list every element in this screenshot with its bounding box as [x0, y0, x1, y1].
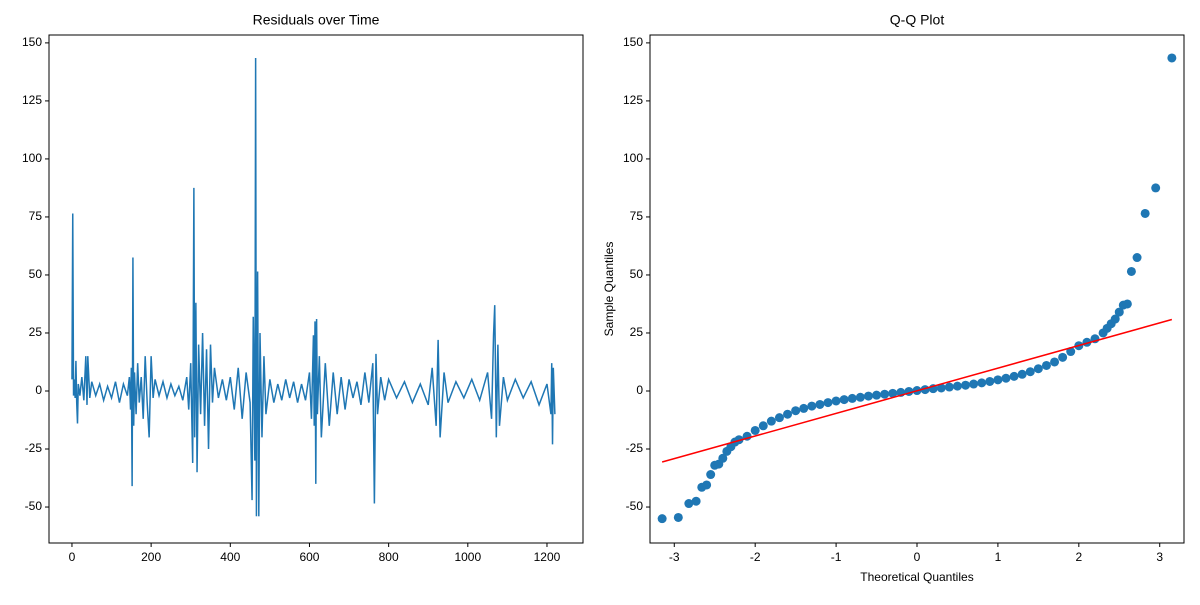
data-point	[750, 425, 760, 435]
y-tick-label: 100	[22, 151, 42, 165]
data-point	[1132, 253, 1142, 263]
data-point	[1122, 299, 1132, 309]
data-point	[799, 403, 809, 413]
x-tick-label: 400	[220, 550, 240, 564]
data-point	[774, 413, 784, 423]
data-line	[661, 318, 1173, 463]
y-tick-label: -25	[626, 441, 644, 455]
x-tick-label: -3	[669, 550, 680, 564]
data-point	[734, 435, 744, 445]
data-point	[807, 401, 817, 411]
data-point	[1025, 367, 1035, 377]
data-point	[936, 383, 946, 393]
data-point	[691, 496, 701, 506]
y-tick-label: 50	[630, 267, 644, 281]
data-point	[961, 380, 971, 390]
data-point	[1126, 266, 1136, 276]
x-tick-label: 0	[914, 550, 921, 564]
x-tick-label: 3	[1156, 550, 1163, 564]
y-tick-label: 50	[29, 267, 43, 281]
data-point	[1058, 352, 1068, 362]
data-point	[1151, 183, 1161, 193]
data-point	[863, 391, 873, 401]
data-point	[1001, 373, 1011, 383]
x-tick-label: 0	[69, 550, 76, 564]
data-point	[815, 399, 825, 409]
data-point	[977, 378, 987, 388]
data-point	[1167, 53, 1177, 63]
data-point	[702, 480, 712, 490]
data-point	[944, 382, 954, 392]
y-tick-label: 0	[636, 383, 643, 397]
data-point	[888, 388, 898, 398]
data-point	[839, 395, 849, 405]
chart-title: Residuals over Time	[253, 12, 380, 28]
y-tick-label: 0	[35, 383, 42, 397]
data-point	[880, 389, 890, 399]
data-point	[985, 376, 995, 386]
data-point	[718, 453, 728, 463]
data-point	[1041, 360, 1051, 370]
data-point	[1140, 208, 1150, 218]
x-tick-label: 1200	[534, 550, 561, 564]
data-point	[1009, 371, 1019, 381]
y-tick-label: -25	[25, 441, 43, 455]
data-point	[1050, 357, 1060, 367]
data-point	[855, 392, 865, 402]
y-axis-label: Sample Quantiles	[602, 242, 616, 337]
y-tick-label: 75	[29, 209, 43, 223]
x-tick-label: -1	[831, 550, 842, 564]
x-axis-label: Theoretical Quantiles	[860, 570, 973, 584]
data-point	[1033, 364, 1043, 374]
data-point	[657, 514, 667, 524]
y-tick-label: 25	[29, 325, 43, 339]
x-tick-label: -2	[750, 550, 761, 564]
data-point	[872, 390, 882, 400]
axes-frame	[48, 34, 584, 544]
data-point	[791, 406, 801, 416]
x-tick-label: 1	[995, 550, 1002, 564]
data-point	[969, 379, 979, 389]
y-tick-label: -50	[626, 499, 644, 513]
data-point	[1017, 369, 1027, 379]
x-tick-label: 800	[379, 550, 399, 564]
axes-frame	[649, 34, 1185, 544]
data-point	[766, 416, 776, 426]
y-tick-label: 150	[22, 35, 42, 49]
data-line	[71, 57, 556, 517]
y-tick-label: 125	[22, 93, 42, 107]
data-point	[823, 398, 833, 408]
data-point	[1066, 347, 1076, 357]
x-tick-label: 200	[141, 550, 161, 564]
data-point	[993, 375, 1003, 385]
data-point	[847, 393, 857, 403]
y-tick-label: 150	[623, 35, 643, 49]
data-point	[758, 421, 768, 431]
data-point	[684, 499, 694, 509]
data-point	[706, 470, 716, 480]
data-point	[673, 512, 683, 522]
y-tick-label: 125	[623, 93, 643, 107]
y-tick-label: 75	[630, 209, 644, 223]
data-point	[1110, 314, 1120, 324]
x-tick-label: 600	[299, 550, 319, 564]
x-tick-label: 1000	[454, 550, 481, 564]
y-tick-label: -50	[25, 499, 43, 513]
data-point	[952, 381, 962, 391]
y-tick-label: 100	[623, 151, 643, 165]
data-point	[783, 409, 793, 419]
y-tick-label: 25	[630, 325, 644, 339]
chart-title: Q-Q Plot	[890, 12, 945, 28]
data-point	[831, 396, 841, 406]
data-point	[1114, 307, 1124, 317]
x-tick-label: 2	[1075, 550, 1082, 564]
